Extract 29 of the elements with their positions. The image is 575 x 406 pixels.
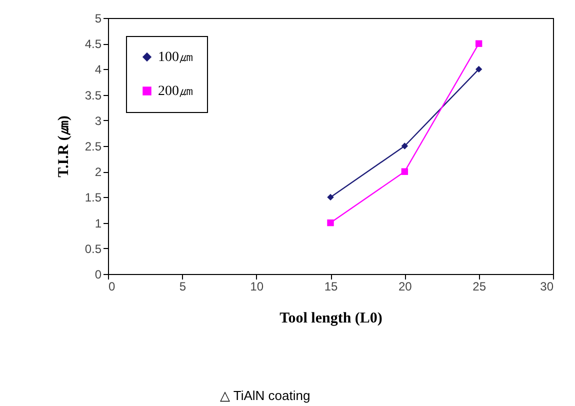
legend-label: 100㎛ [158, 50, 193, 65]
x-tick-label: 20 [398, 280, 412, 294]
x-tick-label: 15 [324, 280, 338, 294]
y-tick-label: 3 [94, 114, 102, 128]
point [327, 219, 334, 226]
point [475, 66, 482, 73]
y-tick-label: 0 [94, 268, 102, 282]
x-tick-label: 10 [250, 280, 264, 294]
x-tick-label: 25 [472, 280, 486, 294]
point [401, 142, 408, 150]
x-tick-label: 5 [179, 280, 186, 294]
y-tick-label: 3.5 [84, 88, 102, 102]
x-tick-label: 30 [540, 280, 554, 294]
x-tick-label: 0 [108, 280, 116, 294]
y-axis-title: T.I.R (㎛) [56, 116, 72, 178]
legend-label: 200㎛ [158, 84, 193, 99]
y-tick-label: 2 [94, 165, 102, 180]
point [475, 40, 482, 47]
y-tick-label: 2.5 [84, 140, 102, 154]
text: △ TiAlN coating [220, 388, 310, 403]
y-tick-label: 1 [94, 216, 102, 230]
y-tick-label: 4.5 [84, 37, 102, 52]
y-tick-label: 5 [94, 12, 102, 26]
point [401, 168, 408, 175]
y-tick-label: 4 [94, 62, 102, 77]
point [327, 194, 334, 201]
y-tick-label: 0.5 [84, 242, 102, 256]
x-axis-title: Tool length (L0) [280, 310, 382, 326]
y-tick-label: 1.5 [84, 190, 102, 205]
